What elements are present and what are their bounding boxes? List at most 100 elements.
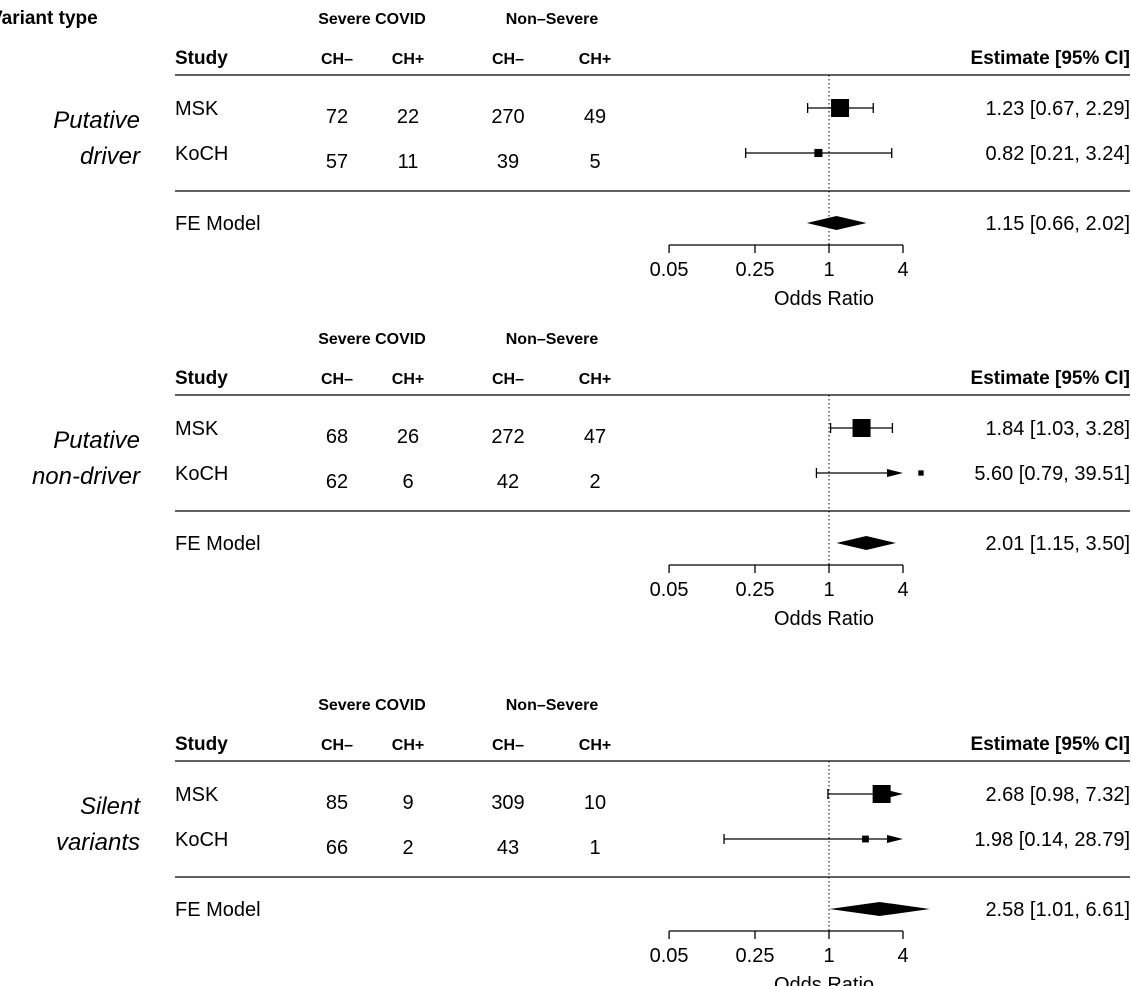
study-name: KoCH (175, 829, 228, 851)
ci-arrow (887, 790, 903, 798)
column-header-nonsevere-ch-pos: CH+ (579, 51, 611, 68)
nonsevere-ch-neg-count: 42 (497, 471, 519, 493)
summary-diamond (829, 902, 930, 916)
x-axis-tick-label: 1 (823, 259, 834, 281)
x-axis-tick-label: 4 (897, 579, 908, 601)
severe-ch-pos-count: 2 (402, 837, 413, 859)
column-header-estimate: Estimate [95% CI] (971, 368, 1130, 389)
study-row: KoCH 57 11 39 5 0.82 [0.21, 3.24] (175, 143, 1130, 173)
nonsevere-ch-neg-count: 39 (497, 151, 519, 173)
x-axis-label: Odds Ratio (774, 608, 874, 630)
study-name: MSK (175, 418, 219, 440)
group-header-nonsevere: Non–Severe (506, 331, 599, 348)
summary-estimate-text: 2.01 [1.15, 3.50] (985, 533, 1130, 555)
study-row: MSK 68 26 272 47 1.84 [1.03, 3.28] (175, 418, 1130, 448)
group-label-line1: Putative (53, 427, 140, 454)
severe-ch-neg-count: 68 (326, 426, 348, 448)
severe-ch-pos-count: 22 (397, 106, 419, 128)
severe-ch-neg-count: 57 (326, 151, 348, 173)
study-name: KoCH (175, 143, 228, 165)
column-header-study: Study (175, 734, 228, 755)
point-estimate (872, 785, 891, 803)
column-header-nonsevere-ch-neg: CH– (492, 737, 524, 754)
column-header-estimate: Estimate [95% CI] (971, 48, 1130, 69)
group-label-line1: Silent (80, 793, 141, 820)
column-header-study: Study (175, 368, 228, 389)
estimate-text: 0.82 [0.21, 3.24] (985, 143, 1130, 165)
study-name: MSK (175, 98, 219, 120)
ci-arrow (887, 835, 903, 843)
x-axis: 0.05 0.25 1 4 Odds Ratio (650, 244, 909, 310)
study-row: MSK 72 22 270 49 1.23 [0.67, 2.29] (175, 98, 1130, 128)
summary-label: FE Model (175, 213, 261, 235)
severe-ch-neg-count: 66 (326, 837, 348, 859)
point-estimate (862, 835, 869, 843)
point-estimate (831, 99, 850, 117)
nonsevere-ch-pos-count: 2 (589, 471, 600, 493)
column-header-nonsevere-ch-neg: CH– (492, 371, 524, 388)
x-axis-tick-label: 0.25 (736, 945, 775, 967)
nonsevere-ch-neg-count: 272 (491, 426, 524, 448)
summary-label: FE Model (175, 533, 261, 555)
x-axis-tick-label: 4 (897, 945, 908, 967)
group-header-severe: Severe COVID (318, 11, 426, 28)
nonsevere-ch-pos-count: 47 (584, 426, 606, 448)
column-header-severe-ch-neg: CH– (321, 51, 353, 68)
severe-ch-pos-count: 26 (397, 426, 419, 448)
column-header-estimate: Estimate [95% CI] (971, 734, 1130, 755)
forest-panel: Severe COVID Non–Severe Study CH– CH+ CH– CH+ E… (53, 11, 1130, 310)
panels: Severe COVID Non–Severe Study CH– CH+ CH– CH+ E… (32, 11, 1130, 986)
group-header-nonsevere: Non–Severe (506, 697, 599, 714)
point-estimate (814, 148, 823, 158)
study-name: KoCH (175, 463, 228, 485)
forest-panel: Severe COVID Non–Severe Study CH– CH+ CH– CH+ E… (56, 697, 1130, 986)
group-header-severe: Severe COVID (318, 331, 426, 348)
severe-ch-neg-count: 85 (326, 792, 348, 814)
column-header-nonsevere-ch-neg: CH– (492, 51, 524, 68)
nonsevere-ch-neg-count: 43 (497, 837, 519, 859)
summary-diamond (836, 536, 896, 550)
x-axis: 0.05 0.25 1 4 Odds Ratio (650, 930, 909, 986)
estimate-text: 1.84 [1.03, 3.28] (985, 418, 1130, 440)
x-axis-label: Odds Ratio (774, 974, 874, 986)
x-axis-label: Odds Ratio (774, 288, 874, 310)
severe-ch-pos-count: 11 (398, 151, 419, 173)
summary-estimate-text: 2.58 [1.01, 6.61] (985, 899, 1130, 921)
ci-arrow (887, 469, 903, 477)
nonsevere-ch-neg-count: 309 (491, 792, 524, 814)
nonsevere-ch-neg-count: 270 (491, 106, 524, 128)
severe-ch-neg-count: 72 (326, 106, 348, 128)
summary-diamond (806, 216, 867, 230)
summary-label: FE Model (175, 899, 261, 921)
estimate-text: 5.60 [0.79, 39.51] (974, 463, 1130, 485)
group-label-line1: Putative (53, 107, 140, 134)
column-header-nonsevere-ch-pos: CH+ (579, 371, 611, 388)
column-header-nonsevere-ch-pos: CH+ (579, 737, 611, 754)
estimate-text: 1.23 [0.67, 2.29] (985, 98, 1130, 120)
x-axis: 0.05 0.25 1 4 Odds Ratio (650, 564, 909, 630)
group-label-line2: variants (56, 829, 140, 856)
x-axis-tick-label: 0.05 (650, 579, 689, 601)
column-header-severe-ch-neg: CH– (321, 737, 353, 754)
summary-estimate-text: 1.15 [0.66, 2.02] (985, 213, 1130, 235)
group-label-line2: driver (80, 143, 141, 170)
group-header-severe: Severe COVID (318, 697, 426, 714)
group-header-nonsevere: Non–Severe (506, 11, 599, 28)
column-header-severe-ch-pos: CH+ (392, 51, 424, 68)
column-header-study: Study (175, 48, 228, 69)
x-axis-tick-label: 0.05 (650, 259, 689, 281)
x-axis-tick-label: 1 (823, 945, 834, 967)
study-row: KoCH 62 6 42 2 5.60 [0.79, 39.51] (175, 463, 1130, 493)
figure-title: Variant type (0, 8, 98, 29)
column-header-severe-ch-pos: CH+ (392, 371, 424, 388)
severe-ch-pos-count: 6 (402, 471, 413, 493)
point-estimate (918, 470, 924, 476)
column-header-severe-ch-neg: CH– (321, 371, 353, 388)
group-label-line2: non-driver (32, 463, 141, 490)
nonsevere-ch-pos-count: 10 (584, 792, 606, 814)
x-axis-tick-label: 1 (823, 579, 834, 601)
severe-ch-neg-count: 62 (326, 471, 348, 493)
nonsevere-ch-pos-count: 49 (584, 106, 606, 128)
forest-panel: Severe COVID Non–Severe Study CH– CH+ CH– CH+ E… (32, 331, 1130, 630)
